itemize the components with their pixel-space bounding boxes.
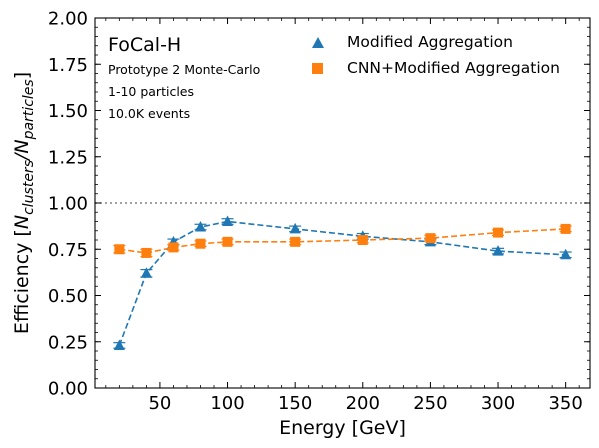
x-tick-label: 250 (413, 393, 447, 414)
y-tick-label: 0.50 (48, 286, 88, 307)
data-point-square (560, 223, 571, 234)
data-point-triangle (289, 222, 301, 234)
data-point-square (114, 244, 125, 255)
y-tick-label: 1.25 (48, 147, 88, 168)
annotation-line-1: Prototype 2 Monte-Carlo (108, 62, 260, 77)
y-tick-label: 2.00 (48, 9, 88, 30)
legend-label-modified-aggregation: Modified Aggregation (347, 33, 513, 51)
data-point-square (425, 233, 436, 244)
data-point-square (493, 227, 504, 238)
data-point-square (168, 242, 179, 253)
data-point-square (195, 238, 206, 249)
data-point-triangle (113, 339, 125, 350)
x-tick-label: 50 (148, 393, 171, 414)
x-tick-label: 350 (548, 393, 582, 414)
annotation-line-3: 10.0K events (108, 106, 190, 121)
series-line-1 (119, 228, 566, 254)
series-layer (113, 215, 572, 350)
series-line-0 (118, 220, 566, 346)
data-point-square (141, 247, 152, 258)
data-point-triangle (222, 215, 234, 226)
annotation-line-2: 1-10 particles (108, 84, 194, 99)
x-axis-label: Energy [GeV] (279, 417, 406, 439)
y-tick-label: 0.00 (48, 379, 88, 400)
ticks-layer: 0.00 0.25 0.50 0.75 1.00 1.25 1.50 1.75 2.00 50 10… (48, 9, 590, 414)
y-axis-label: Efficiency [Nclusters/Nparticles] (11, 72, 37, 334)
x-tick-label: 300 (481, 393, 515, 414)
x-tick-label: 150 (278, 393, 312, 414)
data-point-triangle (560, 248, 572, 260)
y-tick-label: 1.50 (48, 101, 88, 122)
data-point-triangle (140, 267, 152, 278)
x-tick-label: 200 (346, 393, 380, 414)
y-tick-label: 1.00 (48, 194, 88, 215)
data-point-triangle (492, 245, 504, 256)
y-tick-label: 1.75 (48, 55, 88, 76)
data-point-triangle (194, 221, 206, 232)
data-point-square (357, 235, 368, 245)
data-point-square (222, 236, 233, 247)
data-point-square (290, 236, 301, 247)
annotation-title: FoCal-H (108, 34, 181, 56)
legend-label-cnn-modified-aggregation: CNN+Modified Aggregation (347, 59, 560, 77)
y-tick-label: 0.75 (48, 240, 88, 261)
legend: Modified Aggregation CNN+Modified Aggreg… (312, 33, 560, 77)
x-tick-label: 100 (210, 393, 244, 414)
legend-marker-square (312, 63, 323, 74)
y-tick-label: 0.25 (48, 332, 88, 353)
legend-marker-triangle (312, 37, 324, 48)
